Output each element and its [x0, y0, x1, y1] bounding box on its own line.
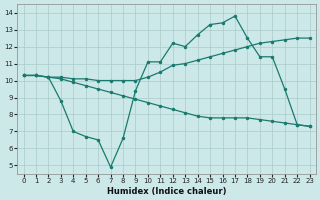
X-axis label: Humidex (Indice chaleur): Humidex (Indice chaleur) [107, 187, 226, 196]
